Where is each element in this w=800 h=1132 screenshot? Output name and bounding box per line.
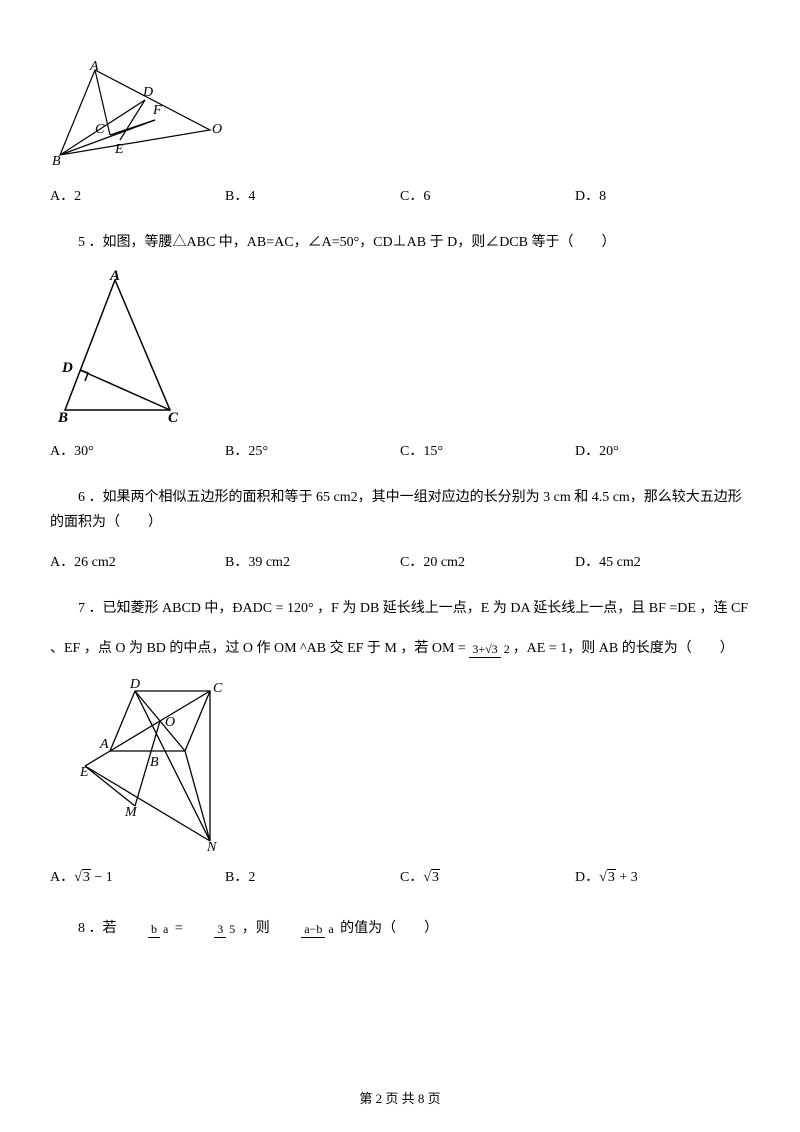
q5-text: 5 ．如图，等腰△ABC 中，AB=AC，∠A=50°，CD⊥AB 于 D，则∠… bbox=[50, 230, 750, 255]
q5-opt-a: A．30° bbox=[50, 440, 225, 460]
q7-frac-den: 2 bbox=[501, 641, 513, 656]
q5-options: A．30° B．25° C．15° D．20° bbox=[50, 440, 750, 460]
q7-svg: D C A B O E M N bbox=[80, 676, 240, 851]
sqrt-icon: 3 bbox=[423, 870, 440, 886]
q7-label-m: M bbox=[124, 805, 138, 820]
q8-3: 3 bbox=[214, 922, 226, 938]
q7-a-sqrt: 3 bbox=[82, 869, 91, 885]
q8-5: 5 bbox=[226, 921, 238, 936]
q7-line1: 7 ．已知菱形 ABCD 中，ÐADC = 120° ，F 为 DB 延长线上一… bbox=[50, 596, 750, 621]
q7-line2b: ，AE = 1，则 AB 的长度为（ ） bbox=[513, 641, 734, 656]
q8-mid: ，则 bbox=[242, 921, 270, 936]
q4-label-d: D bbox=[142, 85, 153, 100]
q6-opt-a: A．26 cm2 bbox=[50, 551, 225, 571]
q8-a1: a bbox=[160, 921, 171, 936]
q7-c-sqrt: 3 bbox=[431, 869, 440, 885]
q4-label-b: B bbox=[52, 154, 61, 169]
q7-options: A． 3 − 1 B．2 C． 3 D． 3 + 3 bbox=[50, 866, 750, 886]
q4-label-c: C bbox=[95, 122, 105, 137]
q5-opt-b: B．25° bbox=[225, 440, 400, 460]
q8-frac1: ba bbox=[120, 923, 171, 935]
sqrt-icon: 3 bbox=[74, 870, 91, 886]
q7-opt-d: D． 3 + 3 bbox=[575, 866, 750, 886]
q7-c-prefix: C． bbox=[400, 870, 423, 885]
q6-opt-b: B．39 cm2 bbox=[225, 551, 400, 571]
q5-figure: A B C D bbox=[50, 270, 750, 425]
q7-label-a: A bbox=[99, 737, 109, 752]
q7-d-suffix: + 3 bbox=[616, 870, 638, 885]
q8-ab: a−b bbox=[301, 922, 325, 938]
q8-a2: a bbox=[325, 921, 336, 936]
q7-a-prefix: A． bbox=[50, 870, 74, 885]
q6-opt-c: C．20 cm2 bbox=[400, 551, 575, 571]
q7-frac-num: 3+√3 bbox=[469, 642, 500, 658]
q7-d-prefix: D． bbox=[575, 870, 599, 885]
q6-options: A．26 cm2 B．39 cm2 C．20 cm2 D．45 cm2 bbox=[50, 551, 750, 571]
q8-frac2: 35 bbox=[186, 923, 238, 935]
q8-text: 8 ．若 ba = 35 ，则 a−ba 的值为（ ） bbox=[50, 916, 750, 941]
q5-svg: A B C D bbox=[50, 270, 190, 425]
q8-frac3: a−ba bbox=[273, 923, 336, 935]
q5-opt-c: C．15° bbox=[400, 440, 575, 460]
sqrt-icon: 3 bbox=[599, 870, 616, 886]
q7-d-sqrt: 3 bbox=[607, 869, 616, 885]
q4-opt-a: A．2 bbox=[50, 185, 225, 205]
q7-a-suffix: − 1 bbox=[91, 870, 113, 885]
q5-label-a: A bbox=[109, 270, 120, 284]
q7-line2a: 、EF ，点 O 为 BD 的中点，过 O 作 OM ^AB 交 EF 于 M … bbox=[50, 641, 469, 656]
q7-opt-a: A． 3 − 1 bbox=[50, 866, 225, 886]
q7-label-b: B bbox=[150, 755, 159, 770]
q4-label-f: F bbox=[152, 103, 162, 118]
q4-options: A．2 B．4 C．6 D．8 bbox=[50, 185, 750, 205]
q7-label-d: D bbox=[129, 677, 140, 692]
q8-prefix: 8 ．若 bbox=[78, 921, 117, 936]
q6-text: 6 ．如果两个相似五边形的面积和等于 65 cm2，其中一组对应边的长分别为 3… bbox=[50, 485, 750, 535]
page-footer: 第 2 页 共 8 页 bbox=[0, 1088, 800, 1107]
q4-label-e: E bbox=[114, 142, 124, 157]
q4-opt-c: C．6 bbox=[400, 185, 575, 205]
q5-opt-d: D．20° bbox=[575, 440, 750, 460]
q4-label-o: O bbox=[212, 122, 222, 137]
q7-opt-c: C． 3 bbox=[400, 866, 575, 886]
q4-opt-b: B．4 bbox=[225, 185, 400, 205]
q7-label-e: E bbox=[80, 765, 89, 780]
q5-label-c: C bbox=[168, 410, 179, 425]
q7-figure: D C A B O E M N bbox=[80, 676, 750, 851]
q8-b: b bbox=[148, 922, 160, 938]
q8-eq: = bbox=[175, 921, 183, 936]
q7-label-o: O bbox=[165, 715, 175, 730]
q4-opt-d: D．8 bbox=[575, 185, 750, 205]
q7-label-n: N bbox=[206, 840, 217, 851]
q8-suffix: 的值为（ ） bbox=[340, 921, 438, 936]
q4-label-a: A bbox=[89, 60, 99, 74]
q4-svg: A B C D E F O bbox=[50, 60, 225, 170]
q5-label-b: B bbox=[57, 410, 68, 425]
q7-label-c: C bbox=[213, 681, 223, 696]
q5-label-d: D bbox=[61, 360, 73, 376]
q7-frac: 3+√32 bbox=[469, 643, 512, 655]
q6-opt-d: D．45 cm2 bbox=[575, 551, 750, 571]
q7-opt-b: B．2 bbox=[225, 866, 400, 886]
q7-line2: 、EF ，点 O 为 BD 的中点，过 O 作 OM ^AB 交 EF 于 M … bbox=[50, 636, 750, 661]
q4-figure: A B C D E F O bbox=[50, 60, 750, 170]
